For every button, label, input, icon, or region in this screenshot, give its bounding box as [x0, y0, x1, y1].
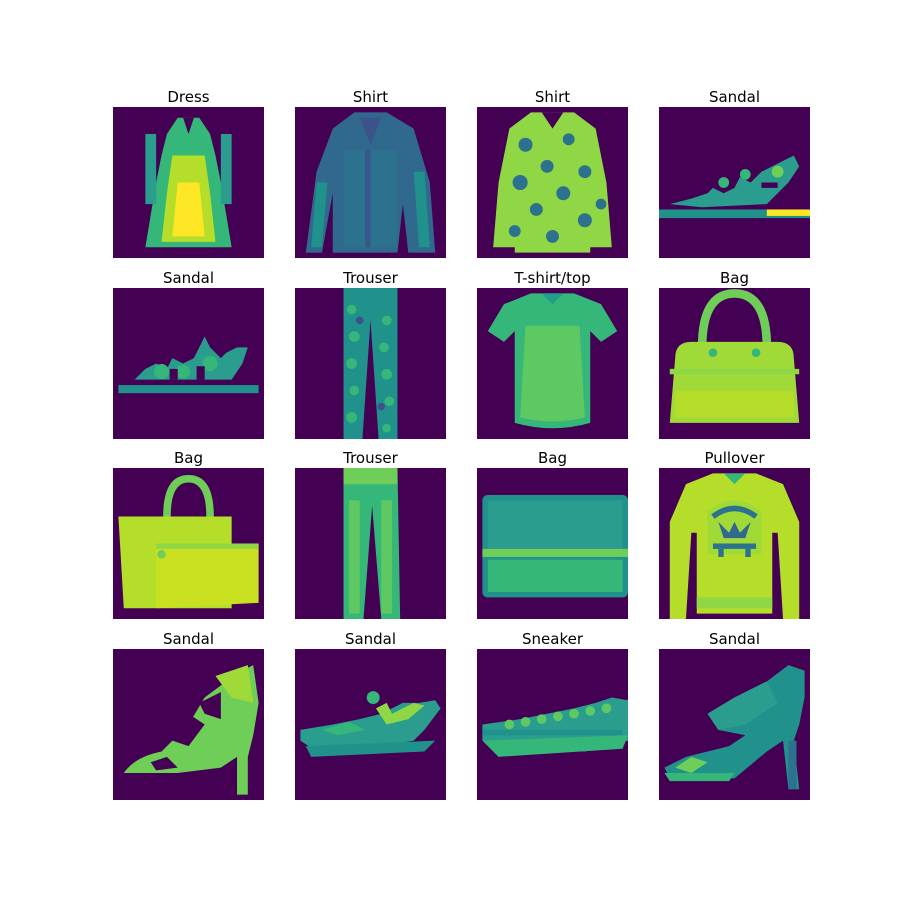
shirt-icon — [295, 107, 446, 258]
sample-cell-7: T-shirt/top — [477, 268, 628, 439]
patterned-shirt-icon — [477, 107, 628, 258]
sample-cell-5: Sandal — [113, 268, 264, 439]
sample-cell-13: Sandal — [113, 629, 264, 800]
sample-cell-11: Bag — [477, 448, 628, 619]
sample-cell-6: Trouser — [295, 268, 446, 439]
low-sandal-icon — [113, 288, 264, 439]
patterned-trouser-icon — [295, 288, 446, 439]
sample-cell-2: Shirt — [295, 87, 446, 258]
sample-cell-12: Pullover — [659, 448, 810, 619]
sneaker-icon — [477, 649, 628, 800]
sample-label: Sneaker — [522, 630, 583, 648]
sample-label: Pullover — [704, 449, 765, 467]
sample-cell-15: Sneaker — [477, 629, 628, 800]
sample-label: Bag — [173, 449, 203, 467]
sample-cell-9: Bag — [113, 448, 264, 619]
sample-label: Sandal — [344, 630, 397, 648]
sample-cell-8: Bag — [659, 268, 810, 439]
sample-label: Sandal — [162, 630, 215, 648]
sample-cell-4: Sandal — [659, 87, 810, 258]
sample-label: Shirt — [352, 88, 389, 106]
sample-cell-1: Dress — [113, 87, 264, 258]
sample-label: Bag — [719, 269, 749, 287]
dress-icon — [113, 107, 264, 258]
pullover-icon — [659, 468, 810, 619]
sample-cell-14: Sandal — [295, 629, 446, 800]
sample-label: Sandal — [708, 88, 761, 106]
tshirt-icon — [477, 288, 628, 439]
trouser-icon — [295, 468, 446, 619]
sample-label: Trouser — [343, 449, 398, 467]
double-bag-icon — [113, 468, 264, 619]
sample-label: T-shirt/top — [514, 269, 591, 287]
slide-sandal-icon — [295, 649, 446, 800]
sample-cell-16: Sandal — [659, 629, 810, 800]
sample-label: Sandal — [708, 630, 761, 648]
sample-label: Bag — [537, 449, 567, 467]
sample-cell-10: Trouser — [295, 448, 446, 619]
handbag-icon — [659, 288, 810, 439]
stiletto-sandal-icon — [659, 649, 810, 800]
sample-label: Dress — [167, 88, 210, 106]
sample-label: Shirt — [534, 88, 571, 106]
sample-label: Trouser — [343, 269, 398, 287]
sample-label: Sandal — [162, 269, 215, 287]
heeled-sandal-icon — [113, 649, 264, 800]
sample-cell-3: Shirt — [477, 87, 628, 258]
clutch-bag-icon — [477, 468, 628, 619]
flat-sandal-icon — [659, 107, 810, 258]
